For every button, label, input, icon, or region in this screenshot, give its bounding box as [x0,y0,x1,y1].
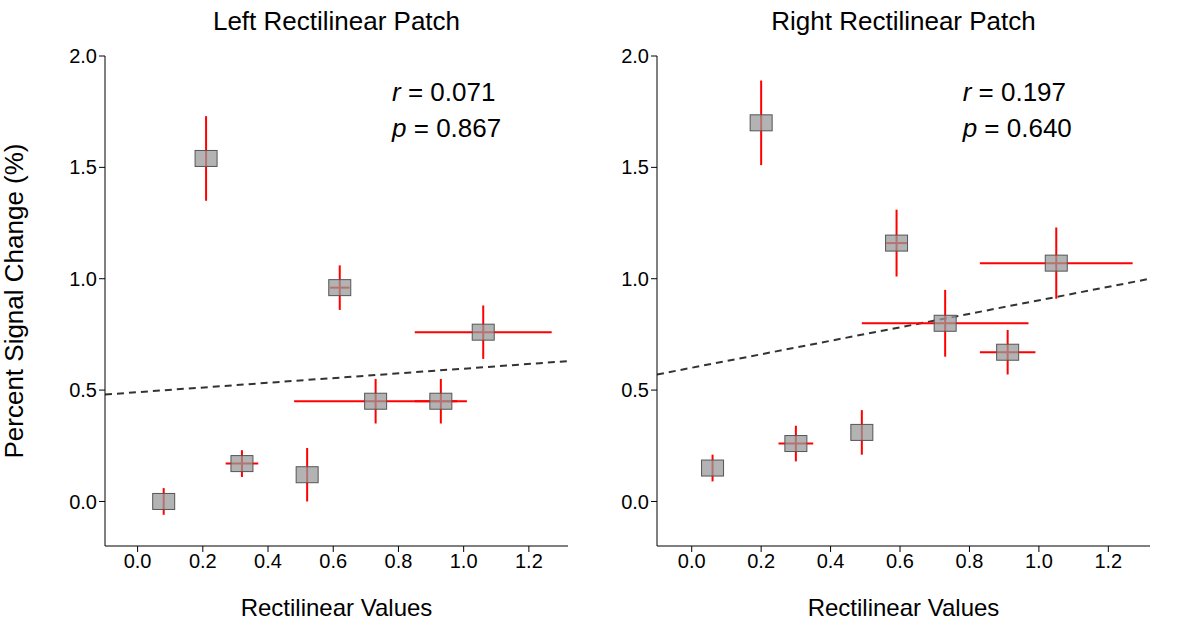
svg-text:Percent Signal Change (%): Percent Signal Change (%) [0,143,29,458]
svg-text:0.4: 0.4 [817,550,845,572]
svg-text:0.2: 0.2 [747,550,775,572]
html-text:p = 0.867: p = 0.867 [392,113,502,143]
svg-text:0.2: 0.2 [189,550,217,572]
svg-text:Rectilinear Values: Rectilinear Values [808,594,1000,621]
svg-text:0.6: 0.6 [319,550,347,572]
svg-text:1.0: 1.0 [1025,550,1053,572]
svg-text:1.5: 1.5 [621,156,649,178]
svg-text:0.0: 0.0 [69,491,97,513]
svg-text:0.5: 0.5 [69,379,97,401]
svg-text:2.0: 2.0 [621,46,649,67]
html-text:Left Rectilinear Patch: Left Rectilinear Patch [212,6,461,36]
svg-text:0.0: 0.0 [621,491,649,513]
svg-text:1.5: 1.5 [69,156,97,178]
html-text:r = 0.197: r = 0.197 [962,77,1066,107]
svg-text:0.5: 0.5 [621,379,649,401]
html-text:Right Rectilinear Patch: Right Rectilinear Patch [771,6,1036,36]
svg-text:0.4: 0.4 [254,550,282,572]
svg-text:1.0: 1.0 [621,268,649,290]
svg-text:0.6: 0.6 [886,550,914,572]
svg-text:1.2: 1.2 [515,550,543,572]
svg-text:1.0: 1.0 [450,550,478,572]
html-text:r = 0.071: r = 0.071 [392,77,496,107]
html-text:p = 0.640: p = 0.640 [962,113,1072,143]
svg-text:1.0: 1.0 [69,268,97,290]
svg-text:1.2: 1.2 [1094,550,1122,572]
svg-text:0.8: 0.8 [385,550,413,572]
svg-text:2.0: 2.0 [69,46,97,67]
svg-text:Rectilinear Values: Rectilinear Values [241,594,433,621]
svg-text:0.0: 0.0 [124,550,152,572]
svg-text:0.8: 0.8 [956,550,984,572]
svg-text:0.0: 0.0 [678,550,706,572]
